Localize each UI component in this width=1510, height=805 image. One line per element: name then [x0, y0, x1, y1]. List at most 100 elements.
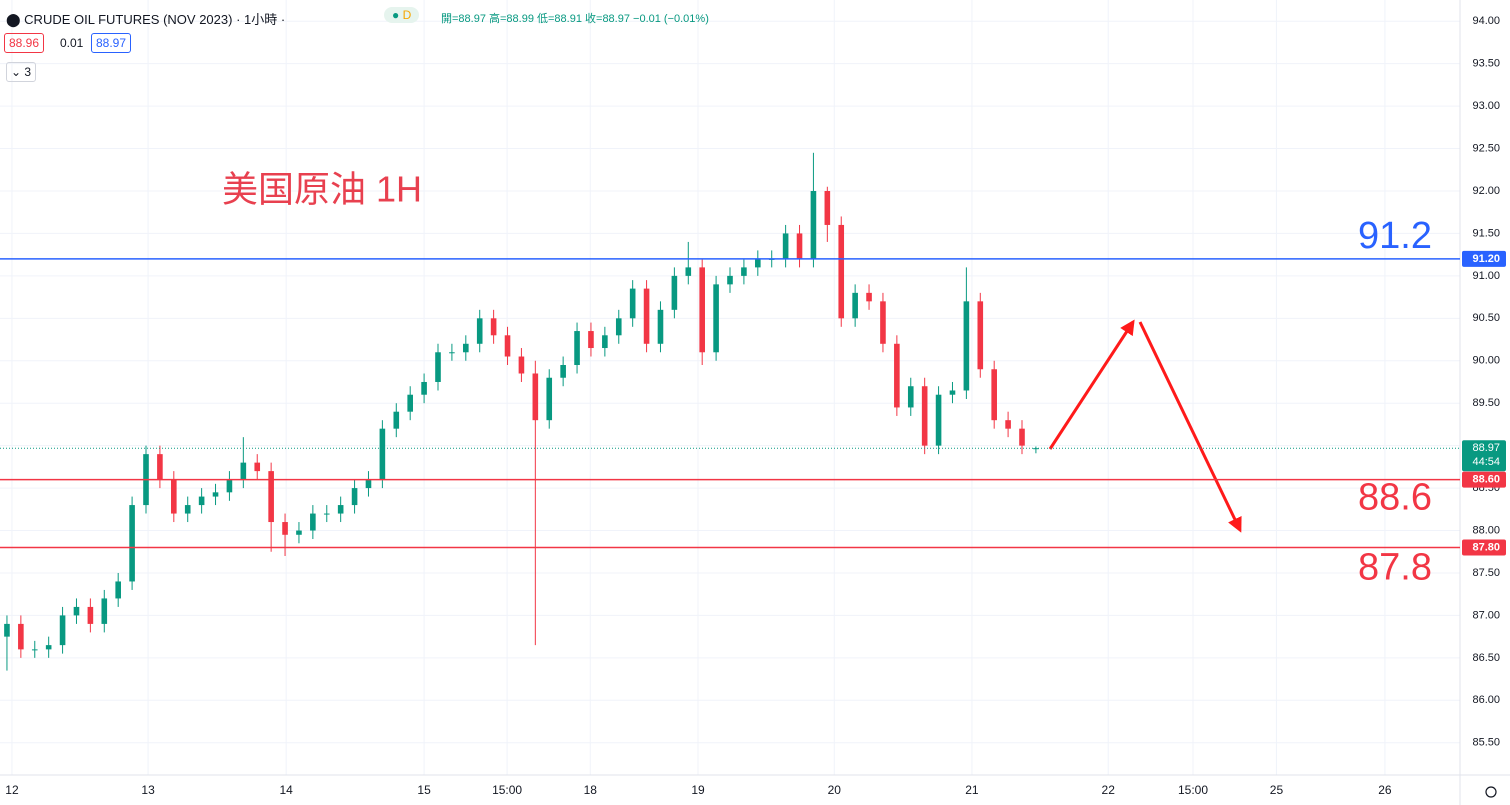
candle-body	[866, 292, 872, 302]
level-axis-label: 87.80	[1472, 541, 1500, 553]
indicators[interactable]: ⌄ 3	[6, 62, 37, 82]
spread: 0.01	[60, 36, 84, 50]
x-tick-label: 25	[1270, 783, 1284, 797]
bid[interactable]: 88.96	[4, 33, 45, 53]
candle-body	[782, 233, 789, 259]
arrow-up	[1048, 319, 1135, 450]
y-tick-label: 87.00	[1472, 609, 1500, 621]
candle-body	[240, 462, 247, 480]
level-badge	[1462, 471, 1506, 488]
candle-body	[198, 496, 205, 506]
y-tick-label: 87.50	[1472, 567, 1500, 579]
candle-body	[1019, 428, 1025, 446]
candle-body	[880, 301, 886, 344]
candle-body	[629, 288, 636, 319]
candle-body	[574, 331, 580, 366]
candle-body	[838, 224, 845, 319]
candle-body	[45, 645, 52, 650]
candle-body	[351, 488, 358, 506]
candle-body	[73, 606, 80, 616]
level-axis-label: 91.20	[1472, 253, 1500, 265]
candle-body	[393, 411, 400, 429]
candle-body	[741, 267, 747, 276]
candle-body	[365, 479, 372, 489]
candle-body	[671, 275, 678, 310]
countdown: 44:54	[1472, 456, 1500, 468]
candle-body	[129, 505, 135, 582]
candle-body	[546, 377, 553, 421]
x-tick-label: 18	[584, 783, 598, 797]
candle-body	[894, 343, 900, 408]
candle-body	[907, 386, 914, 408]
arrow-down	[1138, 321, 1242, 533]
candle-body	[296, 530, 302, 535]
candle-body	[824, 190, 831, 225]
y-tick-label: 86.50	[1472, 652, 1500, 664]
candle-body	[755, 258, 761, 268]
level-label: 87.8	[1358, 547, 1432, 589]
candle-body	[504, 335, 511, 357]
candle-body	[59, 615, 66, 646]
candle-body	[323, 513, 330, 515]
candle-body	[449, 352, 455, 354]
candle-body	[1005, 420, 1011, 429]
y-tick-label: 92.00	[1472, 185, 1500, 197]
x-tick-label: 19	[691, 783, 705, 797]
y-tick-label: 88.00	[1472, 524, 1500, 536]
candle-body	[421, 381, 427, 395]
level-label: 88.6	[1358, 477, 1432, 519]
ask[interactable]: 88.97	[91, 33, 132, 53]
candle-body	[115, 581, 121, 599]
ohlc: 開=88.97 高=88.99 低=88.91 收=88.97 −0.01 (−…	[441, 13, 709, 25]
level-label: 91.2	[1358, 215, 1432, 257]
candle-body	[657, 309, 664, 344]
candle-body	[31, 649, 38, 651]
y-tick-label: 85.50	[1472, 737, 1500, 749]
candle-body	[379, 428, 386, 480]
candle-body	[254, 462, 261, 472]
x-tick-label: 26	[1378, 783, 1392, 797]
indicators-count: 3	[24, 65, 32, 79]
chart-title: 美国原油 1H	[222, 169, 422, 210]
candle-body	[435, 352, 441, 382]
candle-body	[602, 335, 608, 349]
candle-body	[476, 318, 483, 344]
candle-body	[407, 394, 413, 412]
candle-body	[921, 386, 928, 446]
y-tick-label: 93.50	[1472, 58, 1500, 70]
y-tick-label: 94.00	[1472, 15, 1500, 27]
candle-body	[991, 369, 997, 421]
candle-body	[713, 284, 719, 353]
candle-body	[977, 301, 984, 370]
candle-body	[643, 288, 650, 344]
candle-body	[337, 505, 344, 514]
candle-body	[212, 492, 219, 497]
x-tick-label: 13	[141, 783, 155, 797]
y-tick-label: 92.50	[1472, 142, 1500, 154]
candle-body	[101, 598, 108, 624]
candle-body	[171, 479, 177, 514]
last-price-badge	[1462, 440, 1506, 472]
candle-body	[310, 513, 316, 531]
candle-body	[463, 343, 469, 353]
badge[interactable]: ● D	[384, 7, 420, 23]
level-axis-label: 88.60	[1472, 474, 1500, 486]
candle-body	[560, 365, 566, 378]
y-tick-label: 91.50	[1472, 227, 1500, 239]
y-tick-label: 89.50	[1472, 397, 1500, 409]
candle-body	[268, 471, 274, 523]
candle-body	[18, 623, 24, 650]
last-price-label: 88.97	[1472, 442, 1500, 454]
candle-body	[282, 522, 288, 535]
x-tick-label: 22	[1102, 783, 1116, 797]
candle-body	[935, 394, 942, 446]
level-badge	[1462, 250, 1506, 267]
x-tick-label: 14	[279, 783, 293, 797]
y-tick-label: 90.50	[1472, 312, 1500, 324]
candle-body	[157, 454, 163, 480]
settings-icon[interactable]	[1485, 786, 1497, 798]
candle-body	[810, 190, 817, 259]
candle-body	[685, 267, 692, 276]
candle-body	[184, 505, 191, 514]
